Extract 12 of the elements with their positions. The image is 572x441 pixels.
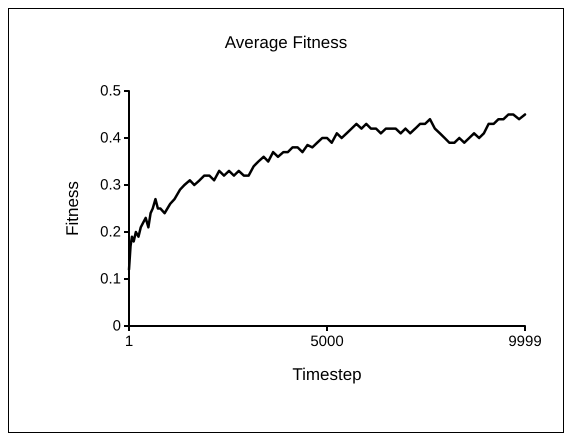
chart-title: Average Fitness (224, 33, 348, 52)
y-tick-label: 0.5 (100, 82, 121, 100)
y-axis-title: Fitness (63, 181, 82, 236)
x-tick-label: 9999 (508, 333, 542, 350)
y-tick-label: 0.2 (100, 224, 121, 240)
y-tick-label: 0 (112, 318, 121, 334)
y-tick-label: 0.1 (100, 270, 121, 288)
x-tick-label: 5000 (310, 333, 344, 350)
y-tick-label: 0.4 (100, 130, 121, 146)
x-axis-title: Timestep (292, 365, 362, 384)
y-tick-label: 0.3 (100, 176, 121, 194)
x-tick-label: 1 (124, 333, 134, 350)
